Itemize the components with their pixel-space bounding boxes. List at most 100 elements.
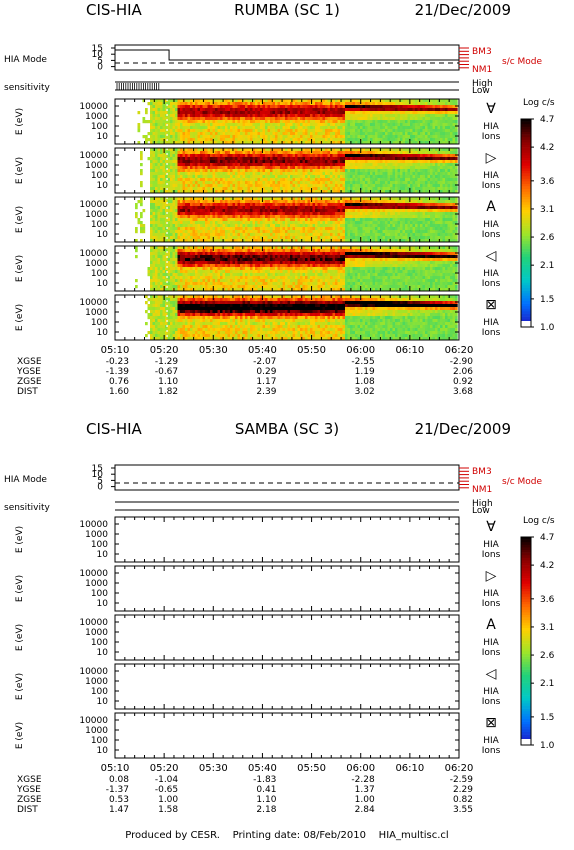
spectrogram-cell (160, 120, 163, 124)
spectrogram-cell (195, 224, 198, 228)
spectrogram-cell (200, 224, 203, 228)
spectrogram-cell (445, 126, 448, 130)
spectrogram-cell (235, 141, 238, 145)
spectrogram-cell (357, 190, 361, 194)
spectrogram-cell (185, 99, 188, 103)
spectrogram-cell (177, 230, 181, 234)
spectrogram-cell (167, 224, 171, 228)
spectrogram-cell (197, 212, 201, 216)
spectrogram-cell (385, 154, 388, 158)
spectrogram-cell (335, 102, 338, 106)
spectrogram-cell (272, 160, 276, 164)
spectrogram-cell (180, 141, 183, 145)
spectrogram-cell (282, 169, 286, 173)
spectrogram-cell (210, 99, 213, 103)
spectrogram-cell (230, 230, 233, 234)
spectrogram-cell (305, 200, 308, 204)
spectrogram-cell (292, 99, 296, 103)
spectrogram-cell (222, 187, 226, 191)
spectrogram-cell (317, 114, 321, 118)
spectrogram-cell (195, 163, 198, 167)
spectrogram-cell (270, 157, 273, 161)
spectrogram-cell (402, 120, 406, 124)
spectrogram-cell (377, 126, 381, 130)
spectrogram-cell (410, 151, 413, 155)
spectrogram-cell (237, 212, 241, 216)
spectrogram-cell (292, 200, 296, 204)
spectrogram-cell (447, 151, 451, 155)
spectrogram-cell (192, 154, 196, 158)
spectrogram-cell (317, 108, 321, 112)
spectrogram-cell (277, 114, 281, 118)
spectrogram-cell (247, 151, 251, 155)
spectrogram-cell (277, 190, 281, 194)
spectrogram-cell (267, 123, 271, 127)
spectrogram-cell (187, 141, 191, 145)
spectrogram-cell (175, 102, 178, 106)
spectrogram-cell (240, 160, 243, 164)
spectrogram-cell (217, 154, 221, 158)
spectrogram-cell (190, 239, 193, 243)
spectrogram-cell (150, 105, 153, 109)
spectrogram-cell (455, 123, 458, 127)
spectrogram-cell (290, 157, 293, 161)
spectrogram-cell (160, 172, 163, 176)
spectrogram-cell (237, 132, 241, 136)
spectrogram-cell (355, 169, 358, 173)
spectrogram-cell (285, 212, 288, 216)
spectrogram-cell (222, 221, 226, 225)
spectrogram-cell (287, 221, 291, 225)
spectrogram-cell (427, 138, 431, 142)
spectrogram-cell (232, 203, 236, 207)
spectrogram-cell (350, 172, 353, 176)
spectrogram-cell (400, 129, 403, 133)
spectrogram-cell (400, 190, 403, 194)
spectrogram-cell (197, 108, 201, 112)
spectrogram-cell (217, 221, 221, 225)
spectrogram-cell (272, 190, 276, 194)
spectrogram-cell (135, 212, 138, 216)
spectrogram-cell (317, 129, 321, 133)
spectrogram-cell (230, 233, 233, 237)
spectrogram-cell (185, 154, 188, 158)
spectrogram-cell (300, 187, 303, 191)
spectrogram-cell (260, 129, 263, 133)
spectrogram-cell (190, 224, 193, 228)
spectrogram-cell (315, 120, 318, 124)
spectrogram-cell (335, 178, 338, 182)
spectrogram-cell (155, 206, 158, 210)
spectrogram-cell (252, 209, 256, 213)
spectrogram-cell (157, 236, 161, 240)
spectrogram-cell (287, 99, 291, 103)
spectrogram-cell (245, 212, 248, 216)
spectrogram-cell (200, 102, 203, 106)
spectrogram-cell (412, 135, 416, 139)
spectrogram-cell (387, 114, 391, 118)
spectrogram-cell (215, 151, 218, 155)
spectrogram-cell (410, 160, 413, 164)
spectrogram-cell (345, 114, 348, 118)
spectrogram-cell (370, 154, 373, 158)
spectrogram-cell (327, 132, 331, 136)
spectrogram-cell (170, 212, 173, 216)
spectrogram-cell (295, 117, 298, 121)
spectrogram-cell (427, 181, 431, 185)
spectrogram-cell (430, 151, 433, 155)
spectrogram-cell (140, 200, 143, 204)
spectrogram-cell (302, 123, 306, 127)
spectrogram-cell (170, 126, 173, 130)
spectrogram-cell (160, 181, 163, 185)
spectrogram-cell (217, 148, 221, 152)
spectrogram-cell (395, 126, 398, 130)
spectrogram-cell (302, 200, 306, 204)
spectrogram-cell (410, 181, 413, 185)
spectrogram-cell (377, 129, 381, 133)
spectrogram-cell (337, 187, 341, 191)
spectrogram-cell (182, 154, 186, 158)
spectrogram-cell (242, 181, 246, 185)
spectrogram-cell (257, 163, 261, 167)
spectrogram-cell (437, 138, 441, 142)
spectrogram-cell (335, 151, 338, 155)
spectrogram-cell (435, 166, 438, 170)
spectrogram-cell (182, 200, 186, 204)
